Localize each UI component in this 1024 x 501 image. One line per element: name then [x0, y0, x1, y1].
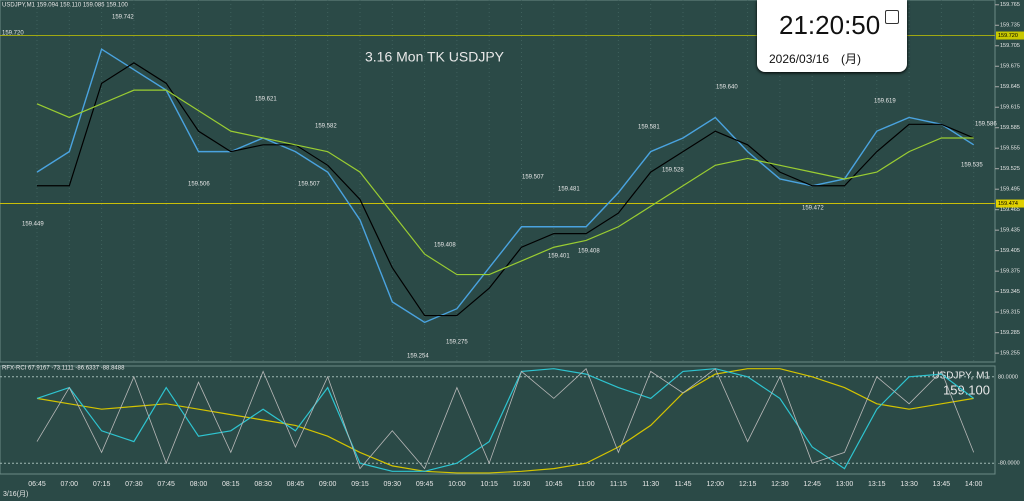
price-label: 159.275 — [446, 340, 468, 346]
x-tick-label: 13:30 — [900, 481, 918, 488]
x-tick-label: 10:00 — [448, 481, 466, 488]
y-tick-label: 159.645 — [1000, 84, 1020, 90]
x-tick-label: 13:45 — [933, 481, 951, 488]
y-tick-label: 159.375 — [1000, 269, 1020, 275]
x-tick-label: 11:45 — [675, 481, 692, 488]
y-tick-label: 159.255 — [1000, 351, 1020, 357]
x-tick-label: 10:30 — [513, 481, 531, 488]
y-tick-label: 159.345 — [1000, 289, 1020, 295]
price-label: 159.481 — [558, 187, 580, 193]
price-label: 159.619 — [874, 99, 896, 105]
price-label: 159.720 — [2, 31, 24, 37]
date-label: 3/16(月) — [3, 490, 28, 498]
osc-line — [36, 368, 975, 472]
y-tick-label: 159.765 — [1000, 2, 1020, 8]
x-tick-label: 12:30 — [771, 481, 789, 488]
x-tick-label: 09:30 — [384, 481, 402, 488]
osc-tick-label: -80.0000 — [998, 461, 1020, 467]
y-tick-label: 159.675 — [1000, 64, 1020, 70]
x-tick-label: 07:30 — [125, 481, 143, 488]
osc-line — [36, 368, 974, 474]
clock-time: 21:20:50 — [779, 10, 881, 40]
x-tick-label: 12:00 — [707, 481, 725, 488]
x-tick-label: 07:00 — [61, 481, 79, 488]
osc-symbol: USDJPY, M1 — [932, 371, 990, 382]
y-tick-label: 159.405 — [1000, 248, 1020, 254]
osc-price: 159.100 — [943, 382, 990, 397]
x-tick-label: 11:15 — [610, 481, 627, 488]
x-tick-label: 06:45 — [28, 481, 46, 488]
price-label: 159.742 — [112, 15, 134, 21]
price-label: 159.586 — [975, 122, 997, 128]
price-label: 159.582 — [315, 124, 337, 130]
chart-title: 3.16 Mon TK USDJPY — [365, 49, 505, 65]
x-tick-label: 07:45 — [157, 481, 175, 488]
price-label: 159.408 — [434, 243, 456, 249]
y-tick-label: 159.735 — [1000, 23, 1020, 29]
x-tick-label: 11:00 — [578, 481, 595, 488]
osc-line — [36, 368, 975, 470]
x-tick-label: 12:45 — [803, 481, 821, 488]
x-tick-label: 08:00 — [190, 481, 208, 488]
osc-label: RFX-RCI 67.9167 -73.1111 -86.6337 -88.84… — [2, 366, 125, 372]
price-label: 159.528 — [662, 168, 684, 174]
price-label: 159.401 — [548, 254, 570, 260]
price-label: 159.535 — [961, 163, 983, 169]
y-tick-label: 159.495 — [1000, 187, 1020, 193]
x-tick-label: 10:15 — [480, 481, 498, 488]
price-label: 159.506 — [188, 182, 210, 188]
price-line — [37, 62, 974, 317]
y-tick-label: 159.585 — [1000, 125, 1020, 131]
header: USDJPY,M1 159.094 159.110 159.086 159.10… — [2, 3, 129, 9]
price-line — [36, 48, 975, 324]
y-tick-label: 159.705 — [1000, 43, 1020, 49]
y-tick-label: 159.435 — [1000, 228, 1020, 234]
price-label: 159.581 — [638, 125, 660, 131]
price-label: 159.254 — [407, 354, 429, 360]
level-label: 159.474 — [998, 201, 1018, 207]
price-panel — [0, 0, 996, 363]
x-tick-label: 09:15 — [351, 481, 369, 488]
level-box — [996, 199, 1024, 208]
y-tick-label: 159.615 — [1000, 105, 1020, 111]
price-label: 159.507 — [298, 182, 320, 188]
x-tick-label: 14:00 — [965, 481, 983, 488]
clock-box: 21:20:50 2026/03/16 (月) — [757, 0, 907, 72]
osc-tick-label: 80.0000 — [998, 374, 1018, 380]
clock-date: 2026/03/16 (月) — [769, 52, 862, 66]
clock-icon[interactable] — [885, 10, 899, 24]
y-tick-label: 159.315 — [1000, 310, 1020, 316]
x-tick-label: 09:00 — [319, 481, 337, 488]
price-label: 159.621 — [255, 97, 277, 103]
level-label: 159.720 — [998, 33, 1018, 39]
oscillator-panel — [0, 365, 996, 475]
x-tick-label: 09:45 — [416, 481, 434, 488]
x-tick-label: 11:30 — [642, 481, 659, 488]
price-label: 159.449 — [22, 222, 44, 228]
price-line — [36, 89, 974, 276]
level-box — [996, 31, 1024, 40]
price-label: 159.507 — [522, 175, 544, 181]
y-tick-label: 159.465 — [1000, 207, 1020, 213]
y-tick-label: 159.525 — [1000, 166, 1020, 172]
x-tick-label: 13:15 — [868, 481, 886, 488]
x-tick-label: 08:15 — [222, 481, 240, 488]
x-tick-label: 13:00 — [836, 481, 854, 488]
price-label: 159.472 — [802, 206, 824, 212]
x-tick-label: 07:15 — [93, 481, 111, 488]
x-tick-label: 10:45 — [545, 481, 563, 488]
price-label: 159.408 — [578, 249, 600, 255]
y-tick-label: 159.285 — [1000, 330, 1020, 336]
y-tick-label: 159.555 — [1000, 146, 1020, 152]
x-tick-label: 08:30 — [254, 481, 272, 488]
x-tick-label: 08:45 — [287, 481, 305, 488]
x-tick-label: 12:15 — [739, 481, 757, 488]
price-label: 159.640 — [716, 85, 738, 91]
